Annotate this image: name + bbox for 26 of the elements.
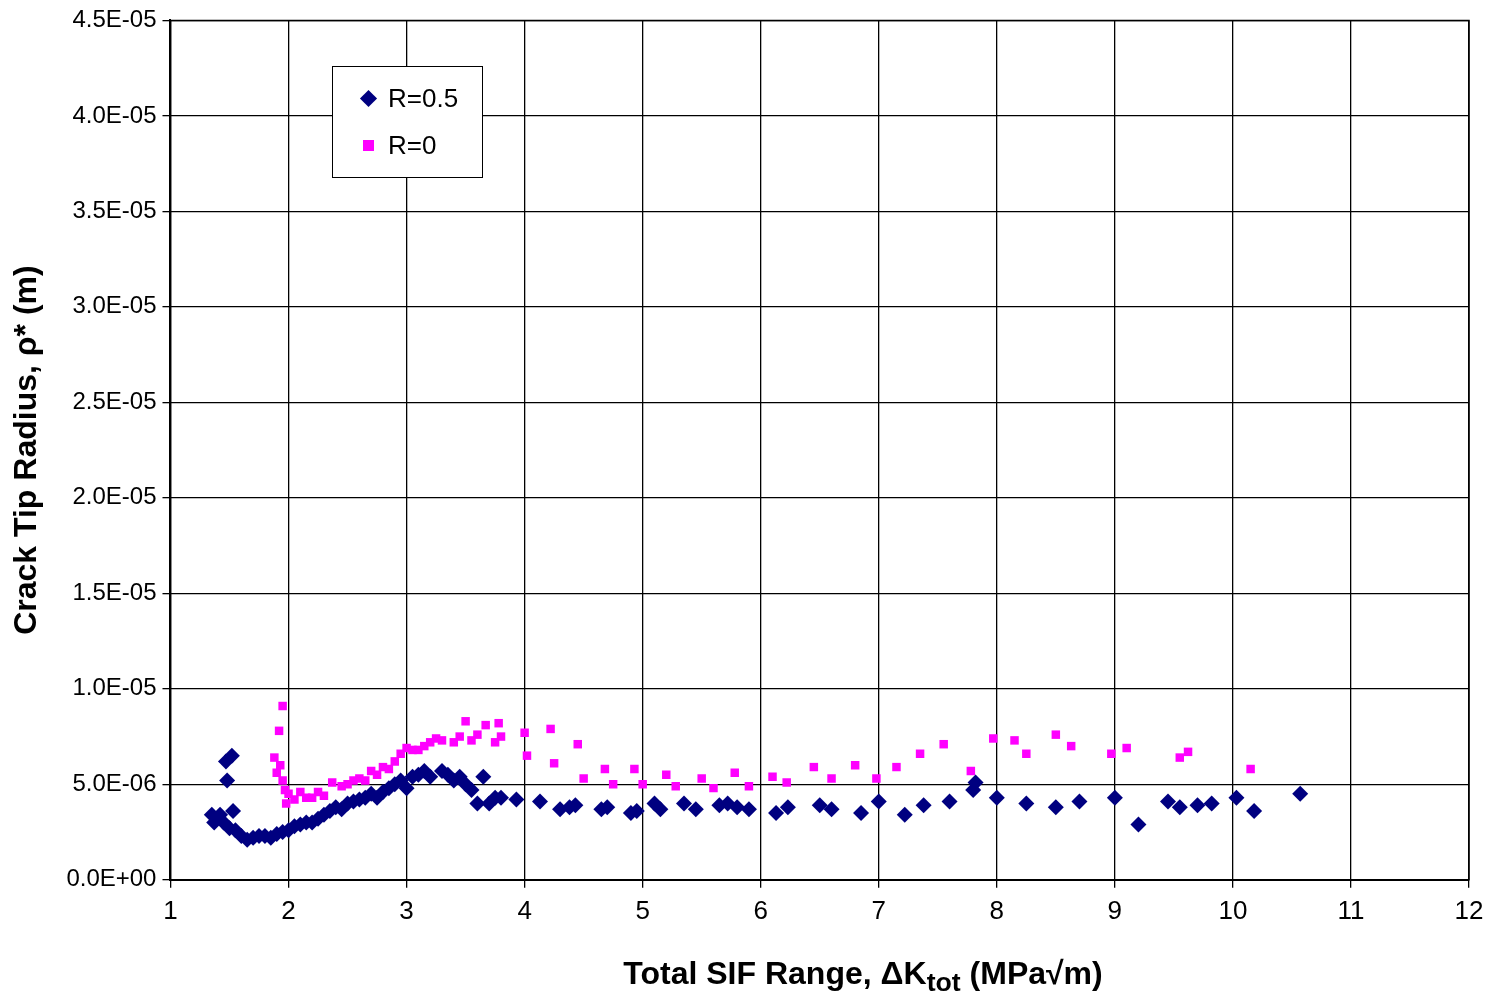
x-tick-label: 11 (1337, 894, 1365, 925)
x-tick-label: 8 (989, 894, 1005, 925)
y-tick-label: 3.5E-05 (72, 196, 157, 223)
x-tick-label: 4 (517, 894, 532, 925)
legend-label: R=0.5 (388, 82, 459, 115)
x-tick-label: 9 (1107, 894, 1123, 925)
y-tick-label: 3.0E-05 (72, 291, 157, 319)
y-tick-label: 1.0E-05 (72, 673, 157, 701)
x-tick-label: 3 (399, 894, 414, 925)
x-tick-label: 2 (281, 894, 296, 925)
x-tick-label: 1 (163, 894, 178, 925)
y-tick-label: 0.0E+00 (66, 864, 157, 892)
x-tick-label: 12 (1454, 894, 1484, 925)
y-axis-title: Crack Tip Radius, ρ* (m) (7, 265, 44, 635)
x-tick-label: 7 (871, 894, 886, 925)
x-axis-title: Total SIF Range, ΔK$_{tot}$ (MPa√m) (622, 955, 1104, 999)
y-tick-label: 1.5E-05 (72, 577, 157, 605)
legend-label: R=0 (388, 129, 437, 162)
y-tick-label: 2.5E-05 (72, 386, 157, 414)
y-tick-label: 2.0E-05 (72, 482, 157, 510)
y-tick-label: 4.5E-05 (72, 5, 157, 33)
x-tick-label: 10 (1218, 894, 1248, 925)
y-tick-label: 5.0E-06 (72, 768, 157, 796)
y-tick-label: 4.0E-05 (72, 100, 157, 128)
x-tick-label: 5 (635, 894, 650, 925)
x-tick-label: 6 (753, 894, 768, 925)
